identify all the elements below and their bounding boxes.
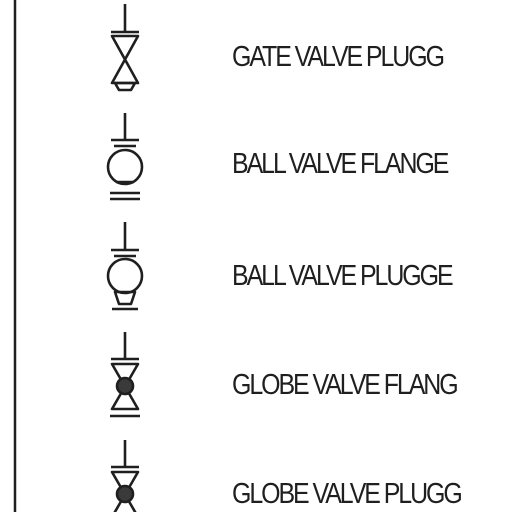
legend-label-ball-valve-plugged: BALL VALVE PLUGGE (232, 260, 454, 292)
ball-valve-plugged-icon (106, 222, 144, 311)
gate-valve-plugged-icon (110, 4, 140, 92)
legend-label-globe-valve-flanged: GLOBE VALVE FLANG (232, 369, 459, 401)
legend-label-gate-valve-plugged: GATE VALVE PLUGG (232, 41, 445, 73)
ball-valve-flanged-icon (106, 113, 144, 201)
legend-label-globe-valve-plugged: GLOBE VALVE PLUGG (232, 478, 463, 510)
globe-valve-plugged-icon (110, 440, 140, 512)
legend-label-ball-valve-flanged: BALL VALVE FLANGE (232, 148, 449, 180)
globe-valve-flanged-icon (110, 332, 140, 418)
